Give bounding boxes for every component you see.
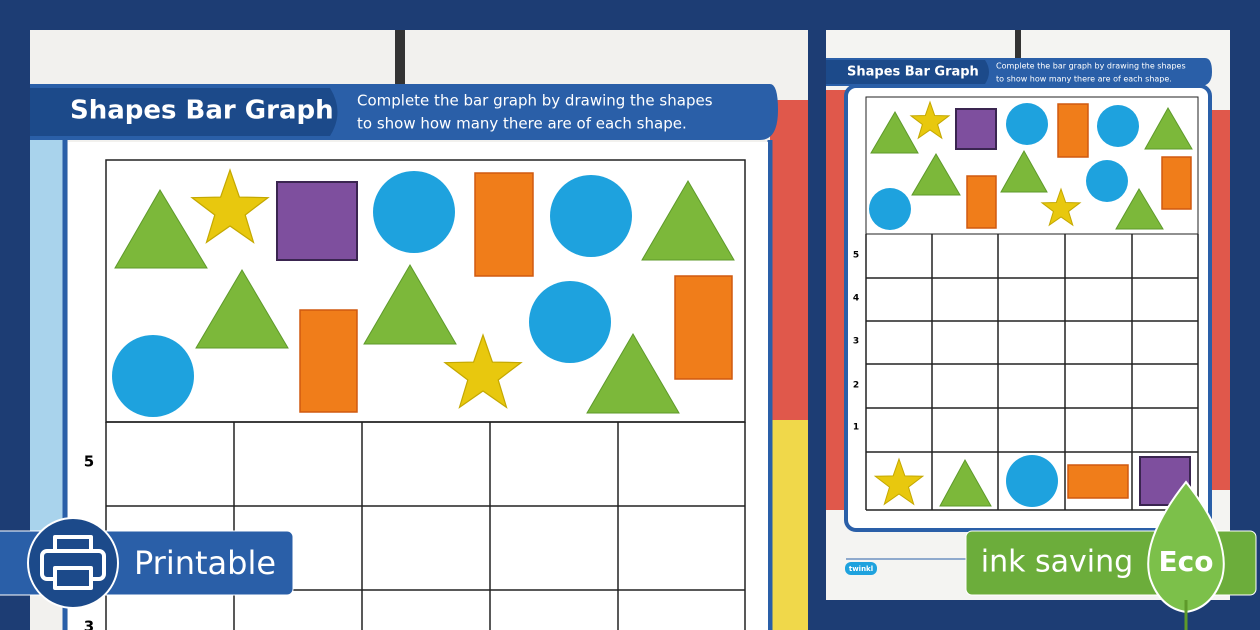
shapes (869, 102, 1193, 507)
title: Shapes Bar Graph (70, 96, 334, 126)
right-sheet: Shapes Bar Graph Complete the bar graph … (826, 30, 1230, 600)
title: Shapes Bar Graph (847, 65, 979, 80)
row-label: 1 (853, 423, 859, 433)
printable-badge: Printable (0, 517, 294, 609)
row-label: 4 (853, 294, 859, 304)
instruction: to show how many there are of each shape… (357, 115, 687, 133)
logo: twinkl (849, 565, 873, 573)
row-label: 5 (84, 453, 94, 471)
row-label: 3 (84, 618, 94, 630)
badge-label: Eco (1159, 545, 1214, 578)
instruction: to show how many there are of each shape… (996, 75, 1172, 84)
badge-label: ink saving (981, 545, 1133, 580)
instruction: Complete the bar graph by drawing the sh… (357, 92, 713, 110)
shapes (112, 170, 735, 417)
grid (865, 234, 1199, 511)
instruction: Complete the bar graph by drawing the sh… (996, 62, 1186, 71)
left-sheet: Shapes Bar Graph Complete the bar graph … (30, 30, 808, 630)
eco-badge: ink saving Eco (965, 480, 1257, 630)
badge-label: Printable (134, 544, 276, 582)
row-label: 2 (853, 381, 859, 391)
row-label: 3 (853, 337, 859, 347)
row-label: 5 (853, 251, 859, 261)
